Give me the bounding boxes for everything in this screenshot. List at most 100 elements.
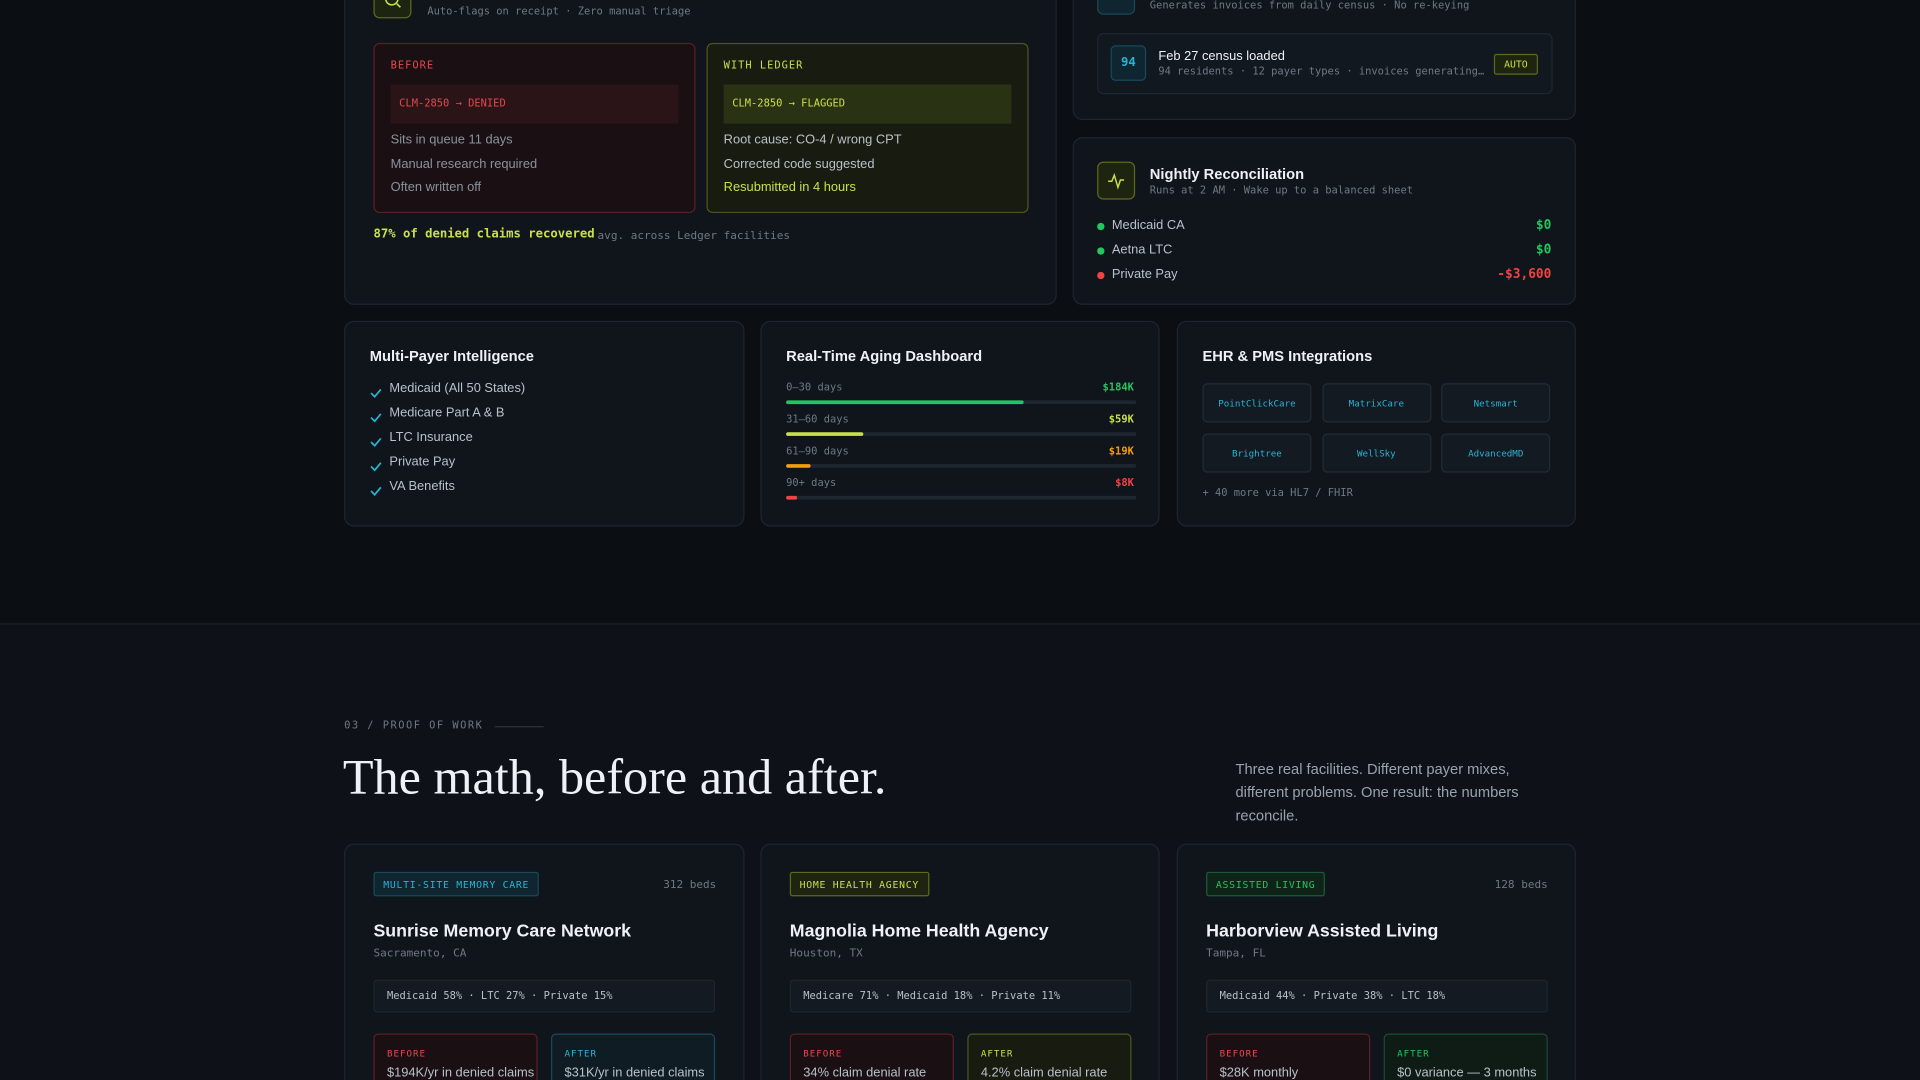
bar-fill [786, 495, 797, 500]
label: WITH LEDGER [723, 60, 804, 73]
bucket-label: 61–90 days [786, 445, 849, 458]
bucket-label: 0–30 days [786, 382, 843, 395]
icon [373, 0, 412, 19]
integrations-card: EHR & PMS Integrations PointClickCare Mat… [1176, 320, 1576, 527]
check-icon [370, 481, 382, 496]
stat-note: avg. across Ledger facilities [597, 230, 790, 243]
value: $28K monthly [1219, 1065, 1299, 1080]
facility-name: Harborview Assisted Living [1206, 922, 1439, 942]
card-title: Multi-Payer Intelligence [369, 347, 534, 365]
row-detail: 94 residents · 12 payer types · invoices… [1158, 66, 1485, 79]
amount: $0 [1535, 217, 1552, 233]
label: BEFORE [390, 60, 435, 73]
payer-mix-text: Medicaid 44% · Private 38% · LTC 18% [1219, 990, 1446, 1003]
value: $31K/yr in denied claims [564, 1065, 705, 1080]
facility-name: Magnolia Home Health Agency [789, 922, 1049, 942]
item: Corrected code suggested [723, 156, 875, 172]
before-panel: BEFORE CLM-2850 → DENIED Sits in queue 1… [373, 42, 696, 214]
before-box: BEFORE 34% claim denial rate [789, 1033, 954, 1080]
label: BEFORE [1219, 1048, 1259, 1060]
payer: LTC Insurance [389, 429, 473, 445]
case-card: MULTI-SITE MEMORY CARE 312 beds Sunrise Me… [344, 843, 745, 1080]
card-title: Real-Time Aging Dashboard [786, 347, 983, 365]
bar-track [786, 464, 1137, 468]
status-dot [1097, 247, 1105, 255]
bucket-amount: $8K [1115, 477, 1134, 490]
value: 34% claim denial rate [803, 1065, 927, 1080]
subtitle: Runs at 2 AM · Wake up to a balanced she… [1149, 184, 1413, 198]
beds: 128 beds [1494, 879, 1548, 892]
bar-fill [786, 432, 864, 436]
note: + 40 more via HL7 / FHIR [1202, 487, 1353, 500]
before-box: BEFORE $28K monthly [1206, 1033, 1371, 1080]
case-tag: HOME HEALTH AGENCY [789, 871, 929, 897]
facility-name: Sunrise Memory Care Network [373, 922, 632, 942]
subtitle: Auto-flags on receipt · Zero manual tria… [427, 6, 691, 19]
status-dot [1097, 222, 1105, 231]
reconciliation-card: Nightly Reconciliation Runs at 2 AM · Wa… [1072, 137, 1576, 305]
integration-chip: PointClickCare [1202, 383, 1312, 423]
payer-mix: Medicaid 44% · Private 38% · LTC 18% [1206, 979, 1548, 1013]
stat: 87% of denied claims recovered [373, 227, 595, 242]
bucket-amount: $184K [1102, 382, 1134, 395]
check-icon [370, 457, 382, 472]
label: AFTER [1397, 1048, 1430, 1060]
amount: -$3,600 [1497, 266, 1552, 282]
payer: Private Pay [389, 454, 456, 469]
beds: 312 beds [663, 879, 717, 892]
location: Houston, TX [789, 947, 863, 960]
bar-track [786, 400, 1137, 405]
eyebrow-rule [494, 726, 544, 728]
check-icon [370, 408, 382, 423]
check [370, 388, 382, 399]
payers-card: Multi-Payer Intelligence Medicaid (All 5… [344, 320, 745, 527]
integration-chip: WellSky [1321, 433, 1431, 473]
location: Sacramento, CA [373, 947, 467, 960]
label: AFTER [980, 1048, 1014, 1060]
integration-chip: MatrixCare [1321, 383, 1431, 423]
search-icon [385, 0, 401, 8]
label: AFTER [564, 1048, 598, 1060]
integration-chip: AdvancedMD [1441, 433, 1551, 473]
check-icon [370, 383, 382, 399]
bar-fill [786, 464, 811, 468]
eyebrow: 03 / PROOF OF WORK [344, 720, 484, 733]
check [370, 486, 382, 496]
label: BEFORE [386, 1048, 427, 1060]
payer-name: Medicaid CA [1111, 217, 1185, 233]
after-box: AFTER 4.2% claim denial rate [967, 1033, 1132, 1080]
intro: Three real facilities. Different payer m… [1235, 760, 1519, 825]
auto-tag: AUTO [1493, 53, 1538, 75]
check [370, 413, 382, 423]
case-card: ASSISTED LIVING 128 beds Harborview Assist… [1176, 843, 1576, 1080]
payer-name: Private Pay [1111, 266, 1178, 282]
aging-card: Real-Time Aging Dashboard 0–30 days $184K… [760, 320, 1160, 527]
location: Tampa, FL [1206, 947, 1266, 960]
census-row: 94 Feb 27 census loaded 94 residents · 1… [1097, 33, 1553, 95]
check-icon [370, 432, 382, 447]
payer: Medicaid (All 50 States) [389, 380, 526, 396]
bucket-label: 90+ days [786, 477, 837, 490]
check [370, 462, 382, 472]
payer-mix-text: Medicare 71% · Medicaid 18% · Private 11… [803, 990, 1061, 1003]
payer-mix: Medicare 71% · Medicaid 18% · Private 11… [789, 979, 1132, 1013]
claim-status: CLM-2850 → DENIED [390, 84, 679, 124]
case-tag: MULTI-SITE MEMORY CARE [373, 871, 539, 897]
amount: $0 [1535, 242, 1552, 258]
after-box: AFTER $0 variance — 3 months [1383, 1033, 1548, 1080]
after-panel: WITH LEDGER CLM-2850 → FLAGGED Root caus… [706, 42, 1029, 214]
icon [1097, 161, 1136, 200]
card-title: EHR & PMS Integrations [1202, 347, 1373, 365]
bar-track [786, 432, 1137, 436]
bar-track [786, 495, 1137, 500]
check [370, 437, 382, 447]
after-box: AFTER $31K/yr in denied claims [551, 1033, 716, 1080]
payer-mix: Medicaid 58% · LTC 27% · Private 15% [373, 979, 716, 1013]
claims-card: Auto-flags on receipt · Zero manual tria… [344, 0, 1057, 305]
item: Often written off [390, 180, 482, 195]
billing-card: Generates invoices from daily census · N… [1072, 0, 1576, 120]
pulse-icon [1108, 172, 1125, 190]
